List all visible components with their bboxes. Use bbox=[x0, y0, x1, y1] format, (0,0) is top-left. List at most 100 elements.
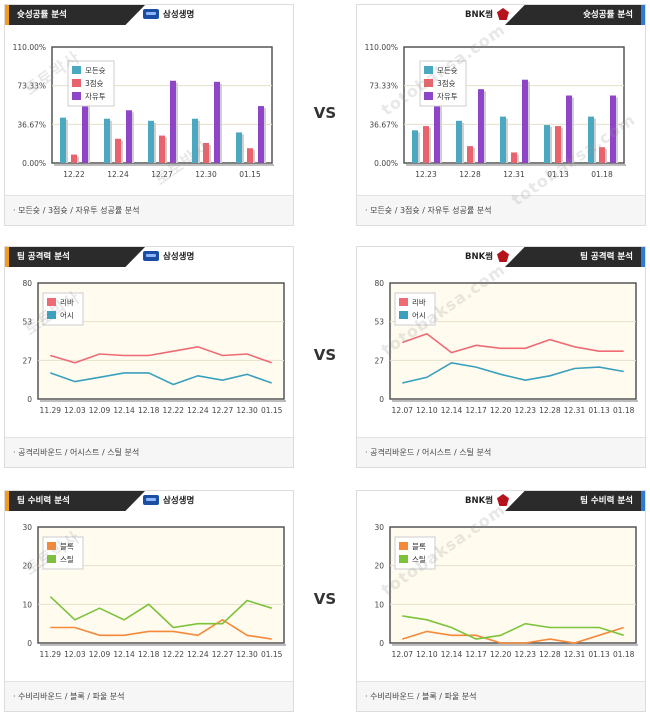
x-tick-label: 12.30 bbox=[195, 170, 217, 179]
bar bbox=[82, 103, 88, 163]
x-tick-label: 12.10 bbox=[416, 406, 438, 415]
x-tick-label: 12.10 bbox=[416, 650, 438, 659]
series-line bbox=[402, 332, 624, 354]
team-name: 삼성생명 bbox=[143, 250, 194, 262]
legend-swatch bbox=[424, 79, 433, 87]
y-tick-label: 80 bbox=[374, 279, 384, 288]
bar bbox=[159, 135, 165, 163]
bar bbox=[566, 95, 572, 163]
team-name-text: BNK썸 bbox=[465, 496, 493, 506]
x-tick-label: 12.28 bbox=[539, 650, 561, 659]
team-name-text: BNK썸 bbox=[465, 252, 493, 262]
bar bbox=[203, 142, 209, 163]
section-label: 팀 공격력 분석 bbox=[5, 247, 145, 267]
series-line bbox=[49, 596, 272, 629]
bar bbox=[522, 79, 528, 163]
x-tick-label: 01.18 bbox=[591, 170, 613, 179]
section-label: 팀 수비력 분석 bbox=[505, 491, 645, 511]
y-tick-label: 30 bbox=[22, 523, 32, 532]
bar bbox=[192, 118, 198, 163]
x-tick-label: 01.15 bbox=[239, 170, 261, 179]
y-tick-label: 53 bbox=[22, 318, 32, 327]
x-tick-label: 12.17 bbox=[465, 406, 487, 415]
vs-label: VS bbox=[313, 590, 337, 608]
x-tick-label: 12.20 bbox=[490, 650, 512, 659]
x-tick-label: 12.24 bbox=[107, 170, 129, 179]
panel-footer: · 공격리바운드 / 어시스트 / 스틸 분석 bbox=[5, 437, 293, 467]
team-name: 삼성생명 bbox=[143, 8, 194, 20]
x-tick-label: 01.13 bbox=[588, 406, 610, 415]
team-name: BNK썸 bbox=[465, 494, 509, 506]
bar bbox=[588, 116, 594, 163]
y-tick-label: 0.00% bbox=[22, 159, 46, 168]
y-tick-label: 73.33% bbox=[17, 82, 46, 91]
plot-shadow bbox=[392, 400, 638, 402]
x-tick-label: 12.30 bbox=[236, 650, 258, 659]
legend-label: 어시 bbox=[60, 310, 74, 320]
legend-label: 블록 bbox=[60, 542, 74, 551]
bar bbox=[599, 147, 605, 163]
legend-swatch bbox=[399, 555, 408, 563]
legend-swatch bbox=[399, 298, 408, 306]
bar bbox=[148, 120, 154, 163]
samsung-logo-icon bbox=[143, 9, 159, 19]
chart-panel: 팀 수비력 분석 BNK썸 0 10 20 30 12.07 12.10 12.14 12.17 1… bbox=[356, 490, 646, 712]
legend-label: 모든슛 bbox=[85, 66, 106, 75]
bar bbox=[214, 81, 220, 163]
x-tick-label: 11.29 bbox=[40, 406, 62, 415]
bar bbox=[423, 126, 429, 163]
bar bbox=[467, 146, 473, 163]
legend-swatch bbox=[72, 66, 81, 74]
x-tick-label: 12.30 bbox=[236, 406, 258, 415]
y-tick-label: 73.33% bbox=[369, 82, 398, 91]
panel-footer: · 수비리바운드 / 블록 / 파울 분석 bbox=[5, 681, 293, 711]
y-tick-label: 0 bbox=[379, 639, 384, 648]
x-tick-label: 01.15 bbox=[261, 406, 283, 415]
x-tick-label: 12.31 bbox=[564, 650, 586, 659]
chart-svg: 0.00% 36.67% 73.33% 110.00% 12.22 12.24 12.27 1… bbox=[13, 43, 274, 179]
legend-swatch bbox=[399, 311, 408, 319]
legend-swatch bbox=[47, 542, 56, 550]
bar bbox=[236, 132, 242, 163]
x-tick-label: 12.22 bbox=[163, 406, 185, 415]
chart-area: 0.00% 36.67% 73.33% 110.00% 12.22 12.24 12.27 1… bbox=[5, 25, 293, 195]
bnk-logo-icon bbox=[497, 250, 509, 262]
panel-footer: · 모든슛 / 3점슛 / 자유투 성공률 분석 bbox=[5, 195, 293, 225]
series-line bbox=[50, 618, 272, 640]
x-tick-label: 12.27 bbox=[212, 650, 234, 659]
x-tick-label: 12.23 bbox=[515, 406, 537, 415]
y-tick-label: 80 bbox=[22, 279, 32, 288]
y-tick-label: 0 bbox=[379, 395, 384, 404]
section-label: 슛성공률 분석 bbox=[5, 5, 145, 25]
x-tick-label: 12.17 bbox=[465, 650, 487, 659]
bar bbox=[115, 138, 121, 163]
bar bbox=[511, 152, 517, 163]
bar bbox=[71, 154, 77, 163]
y-tick-label: 36.67% bbox=[369, 120, 398, 129]
bar bbox=[555, 126, 561, 163]
team-name: BNK썸 bbox=[465, 8, 509, 20]
legend-swatch bbox=[47, 298, 56, 306]
chart-area: 0 10 20 30 11.29 12.03 12.09 12.14 12.18 12.22 12.… bbox=[5, 511, 293, 681]
legend-label: 자유투 bbox=[437, 92, 458, 101]
x-tick-label: 11.29 bbox=[40, 650, 62, 659]
y-tick-label: 30 bbox=[374, 523, 384, 532]
legend-swatch bbox=[72, 79, 81, 87]
y-tick-label: 110.00% bbox=[13, 43, 46, 52]
legend-swatch bbox=[47, 555, 56, 563]
x-tick-label: 01.18 bbox=[613, 406, 635, 415]
x-tick-label: 12.07 bbox=[392, 650, 414, 659]
panel-footer: · 공격리바운드 / 어시스트 / 스틸 분석 bbox=[357, 437, 645, 467]
plot-shadow bbox=[392, 644, 638, 646]
panel-footer: · 모든슛 / 3점슛 / 자유투 성공률 분석 bbox=[357, 195, 645, 225]
x-tick-label: 12.22 bbox=[63, 170, 85, 179]
bar bbox=[104, 118, 110, 163]
panel-header: 팀 공격력 분석 BNK썸 bbox=[357, 247, 645, 267]
x-tick-label: 12.20 bbox=[490, 406, 512, 415]
legend-swatch bbox=[424, 66, 433, 74]
x-tick-label: 12.23 bbox=[415, 170, 437, 179]
x-tick-label: 01.13 bbox=[588, 650, 610, 659]
legend-label: 리바 bbox=[60, 297, 74, 307]
bar bbox=[456, 120, 462, 163]
